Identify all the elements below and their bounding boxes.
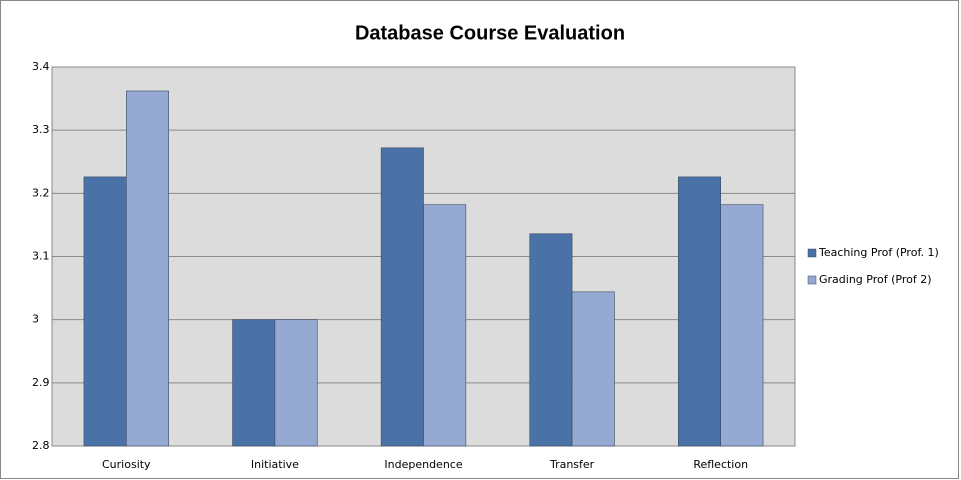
legend-swatch — [807, 275, 817, 285]
bar — [423, 204, 467, 447]
bar — [83, 176, 127, 447]
x-tick-label: Transfer — [549, 458, 595, 471]
bar — [678, 176, 722, 447]
bar — [571, 291, 615, 447]
y-tick-label: 3.3 — [32, 123, 50, 136]
x-tick-label: Independence — [384, 458, 462, 471]
x-tick-label: Reflection — [693, 458, 748, 471]
bar — [380, 147, 424, 447]
chart-title: Database Course Evaluation — [355, 22, 625, 44]
x-tick-label: Initiative — [251, 458, 299, 471]
bar — [274, 319, 318, 447]
x-tick-label: Curiosity — [102, 458, 151, 471]
legend-label: Grading Prof (Prof 2) — [819, 273, 932, 286]
bar — [529, 233, 573, 447]
bar — [720, 204, 764, 447]
bar — [232, 319, 276, 447]
y-tick-label: 2.8 — [32, 439, 50, 452]
y-tick-label: 3.4 — [32, 60, 50, 73]
y-tick-label: 3.1 — [32, 250, 50, 263]
y-tick-label: 3 — [32, 313, 39, 326]
y-tick-label: 2.9 — [32, 376, 50, 389]
bar — [126, 90, 169, 447]
legend-swatch — [807, 248, 817, 258]
legend-label: Teaching Prof (Prof. 1) — [818, 246, 939, 259]
y-tick-label: 3.2 — [32, 186, 50, 199]
